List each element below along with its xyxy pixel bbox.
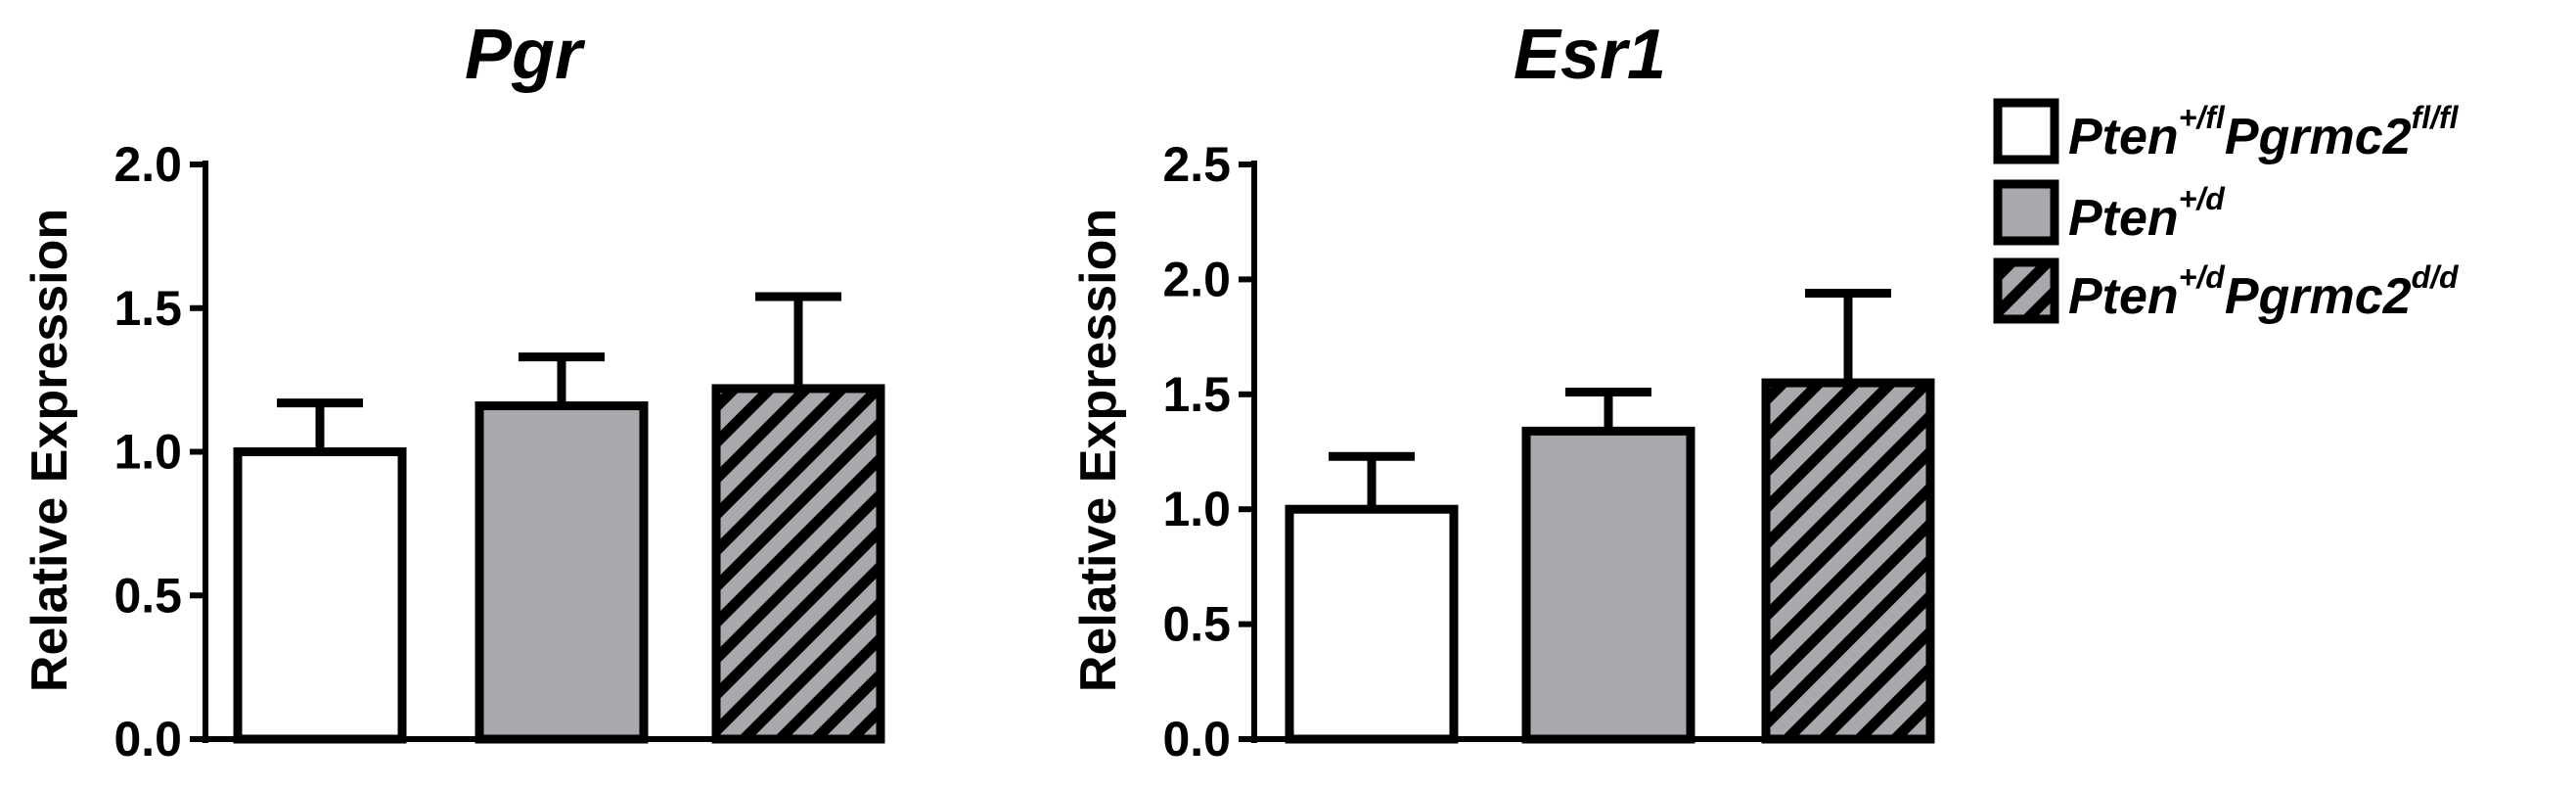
legend-label-sup: +/d (2179, 259, 2227, 295)
y-tick-label: 2.0 (1162, 252, 1231, 306)
legend-label-sup: +/d (2179, 181, 2227, 216)
bar (711, 384, 885, 744)
legend-swatch (1993, 98, 2059, 164)
y-tick-label: 1.0 (113, 425, 182, 480)
y-axis-label: Relative Expression (1070, 209, 1127, 692)
legend-label: Pten+/flPgrmc2fl/fl (2068, 100, 2460, 165)
axes: 0.0 0.5 1.0 1.5 2.0 2.5 (1162, 137, 1932, 767)
chart-title: Pgr (465, 16, 586, 94)
chart-esr1: Esr1 Relative Expression 0.0 0.5 1.0 1.5 2.0… (1070, 16, 1935, 767)
bar (1521, 426, 1695, 744)
legend: Pten+/flPgrmc2fl/flPten+/dPten+/dPgrmc2d… (1993, 98, 2460, 325)
chart-title: Esr1 (1514, 16, 1666, 94)
y-tick-label: 0.5 (1162, 597, 1231, 652)
legend-label-base: Pten (2068, 190, 2179, 247)
legend-label-sup: d/d (2412, 259, 2460, 295)
bars (233, 384, 885, 744)
bars (1285, 378, 1935, 744)
legend-label-base: Pgrmc2 (2225, 109, 2412, 165)
bar (475, 401, 649, 744)
legend-label: Pten+/dPgrmc2d/d (2068, 259, 2460, 325)
bar (1761, 378, 1935, 744)
error-bars (1329, 288, 1891, 510)
y-axis-label: Relative Expression (22, 209, 78, 692)
chart-pgr: Pgr Relative Expression 0.0 0.5 1.0 1.5 2.0 (22, 16, 885, 767)
y-tick-label: 1.0 (1162, 482, 1231, 536)
y-tick-label: 2.0 (113, 137, 182, 192)
legend-label-base: Pgrmc2 (2225, 268, 2412, 325)
bar (233, 447, 407, 744)
legend-label-sup: +/fl (2179, 100, 2226, 135)
legend-swatch (1993, 179, 2059, 246)
y-tick-label: 2.5 (1162, 137, 1231, 192)
y-tick-label: 1.5 (113, 281, 182, 336)
y-tick-label: 0.5 (113, 568, 182, 623)
legend-label-base: Pten (2068, 268, 2179, 325)
error-bars (277, 292, 841, 452)
legend-label-sup: fl/fl (2412, 100, 2460, 135)
bar (1285, 504, 1459, 744)
axes: 0.0 0.5 1.0 1.5 2.0 (113, 137, 861, 767)
y-tick-label: 0.0 (1162, 712, 1231, 767)
legend-label-base: Pten (2068, 109, 2179, 165)
y-tick-label: 1.5 (1162, 367, 1231, 422)
y-tick-label: 0.0 (113, 712, 182, 767)
legend-swatch (1993, 257, 2059, 324)
legend-label: Pten+/d (2068, 181, 2226, 247)
